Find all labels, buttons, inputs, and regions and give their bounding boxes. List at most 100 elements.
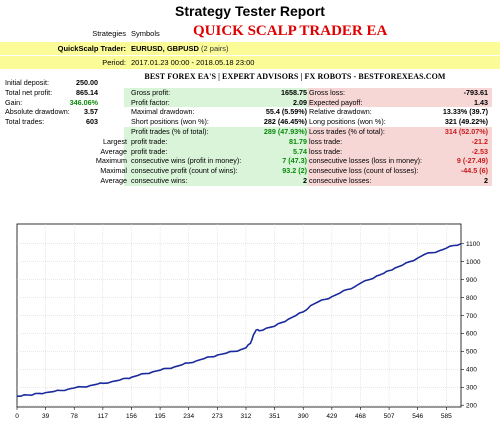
x-tick-label: 234 — [183, 413, 194, 420]
stat-value: 2.09 — [293, 97, 307, 107]
y-tick-label: 300 — [466, 385, 477, 392]
x-tick-label: 0 — [15, 413, 19, 420]
trader-symbols-cell: EURUSD, GBPUSD (2 pairs) — [131, 42, 229, 55]
x-tick-label: 390 — [298, 413, 309, 420]
stat-label: consecutive losses: — [309, 175, 372, 185]
x-tick-label: 273 — [212, 413, 223, 420]
stat-label: Gross loss: — [309, 87, 345, 97]
strategies-label: Strategies — [92, 29, 126, 38]
stat-label: loss trade: — [309, 146, 343, 156]
stats-row: Total net profit: 865.14 Gross profit: 1… — [0, 87, 500, 98]
stat-label: loss trade: — [309, 136, 343, 146]
stats-row: Average profit trade: 5.74 loss trade: -… — [0, 146, 500, 157]
stat-prefix: Maximum — [95, 156, 127, 166]
x-tick-label: 78 — [71, 413, 79, 420]
stat-label: Relative drawdown: — [309, 107, 372, 117]
period-label: Period: — [102, 58, 126, 67]
stat-label: Absolute drawdown: — [5, 107, 70, 117]
site-banner: BEST FOREX EA'S | EXPERT ADVISORS | FX R… — [144, 72, 446, 81]
stat-label: consecutive wins (profit in money): — [131, 156, 242, 166]
x-tick-label: 156 — [126, 413, 137, 420]
x-tick-label: 429 — [326, 413, 337, 420]
stat-value: 55.4 (5.59%) — [265, 107, 307, 117]
y-tick-label: 1100 — [466, 241, 480, 248]
y-tick-label: 700 — [466, 313, 477, 320]
stat-prefix: Average — [100, 146, 127, 156]
stat-value: 603 — [86, 117, 98, 127]
stat-prefix: Largest — [103, 136, 127, 146]
y-tick-label: 500 — [466, 349, 477, 356]
stat-label: Total trades: — [5, 117, 45, 127]
stat-label: Maximal drawdown: — [131, 107, 195, 117]
stat-label: Gross profit: — [131, 87, 171, 97]
stat-label: consecutive wins: — [131, 175, 188, 185]
stat-value: 13.33% (39.7) — [442, 107, 488, 117]
stat-value: 7 (47.3) — [282, 156, 307, 166]
stat-label: Profit trades (% of total): — [131, 126, 209, 136]
stat-label: Expected payoff: — [309, 97, 363, 107]
symbols-label: Symbols — [131, 29, 160, 38]
equity-curve-line — [17, 242, 462, 397]
stat-value: -2.53 — [471, 146, 488, 156]
stat-value: -44.5 (6) — [460, 166, 488, 176]
x-tick-label: 585 — [441, 413, 452, 420]
x-tick-label: 507 — [384, 413, 395, 420]
stat-prefix: Average — [100, 175, 127, 185]
stat-value: 9 (-27.49) — [456, 156, 488, 166]
stat-value: 250.00 — [76, 78, 98, 87]
stat-label: consecutive losses (loss in money): — [309, 156, 423, 166]
stat-label: Gain: — [5, 97, 23, 107]
stat-label: Profit factor: — [131, 97, 170, 107]
stats-row: Gain: 346.06% Profit factor: 2.09 Expect… — [0, 97, 500, 108]
stat-label: Short positions (won %): — [131, 117, 209, 127]
x-tick-label: 312 — [241, 413, 252, 420]
stat-value: 865.14 — [76, 87, 98, 97]
y-tick-label: 400 — [466, 367, 477, 374]
stat-value: 321 (49.22%) — [444, 117, 488, 127]
stat-label: consecutive profit (count of wins): — [131, 166, 238, 176]
stats-row: Average consecutive wins: 2 consecutive … — [0, 175, 500, 186]
x-tick-label: 195 — [155, 413, 166, 420]
stats-row: Absolute drawdown: 3.57 Maximal drawdown… — [0, 107, 500, 117]
report-title: Strategy Tester Report — [175, 3, 325, 19]
y-tick-label: 1000 — [466, 259, 481, 266]
stat-value: 2 — [303, 175, 307, 185]
y-tick-label: 900 — [466, 277, 477, 284]
stat-value: 81.79 — [289, 136, 307, 146]
stat-value: 314 (52.07%) — [444, 126, 488, 136]
trader-pairs: (2 pairs) — [201, 44, 229, 53]
x-tick-label: 117 — [98, 413, 109, 420]
stat-value: -21.2 — [471, 136, 488, 146]
period-value: 2017.01.23 00:00 - 2018.05.18 23:00 — [131, 58, 255, 67]
stat-value: 1.43 — [474, 97, 488, 107]
stat-value: -793.61 — [463, 87, 488, 97]
stat-label: Total net profit: — [5, 87, 53, 97]
trader-label: QuickScalp Trader: — [57, 44, 126, 53]
stat-value: 346.06% — [69, 97, 98, 107]
stat-label: Initial deposit: — [5, 78, 49, 87]
stat-value: 93.2 (2) — [282, 166, 307, 176]
trader-symbols: EURUSD, GBPUSD — [131, 44, 199, 53]
chart-y-axis: 200 300 400 500 600 700 800 900 1000 1100 — [461, 241, 481, 410]
header-period-row: Period: 2017.01.23 00:00 - 2018.05.18 23… — [0, 56, 500, 69]
stats-row: Maximum consecutive wins (profit in mone… — [0, 156, 500, 167]
equity-chart: 0 39 78 117 156 195 234 273 312 351 390 429 468 507 54… — [15, 223, 481, 420]
y-tick-label: 200 — [466, 403, 477, 410]
stat-value: 3.57 — [84, 107, 98, 117]
y-tick-label: 600 — [466, 331, 477, 338]
y-tick-label: 800 — [466, 295, 477, 302]
stats-row: Maximal consecutive profit (count of win… — [0, 166, 500, 176]
header-trader-row: QuickScalp Trader: EURUSD, GBPUSD (2 pai… — [0, 42, 500, 55]
stats-row: Initial deposit: 250.00 — [0, 78, 500, 88]
stats-row: Total trades: 603 Short positions (won %… — [0, 117, 500, 127]
stat-value: 289 (47.93%) — [263, 126, 307, 136]
stat-label: Long positions (won %): — [309, 117, 386, 127]
x-tick-label: 351 — [269, 413, 280, 420]
x-tick-label: 39 — [42, 413, 50, 420]
stats-table: Initial deposit: 250.00 Total net profit… — [0, 78, 500, 186]
stat-value: 1658.75 — [281, 87, 307, 97]
stat-label: consecutive loss (count of losses): — [309, 166, 419, 176]
x-tick-label: 546 — [412, 413, 423, 420]
stats-row: Profit trades (% of total): 289 (47.93%)… — [0, 126, 500, 137]
stat-value: 5.74 — [293, 146, 307, 156]
